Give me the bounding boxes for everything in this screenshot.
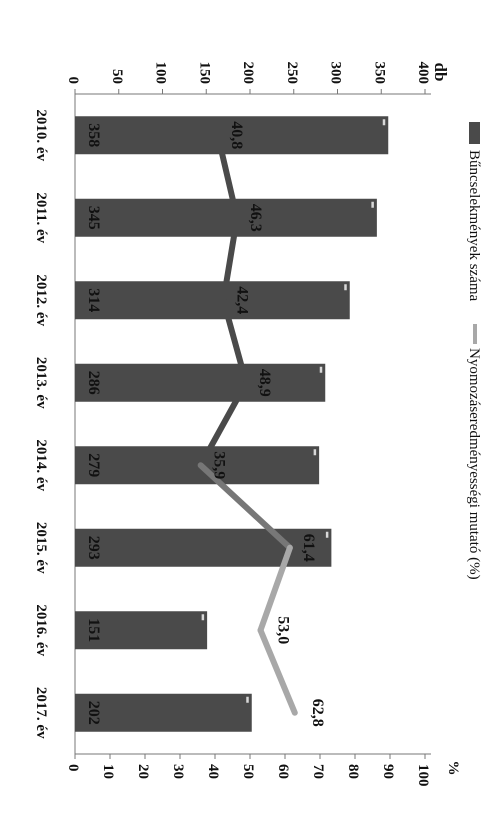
right-tick-label: 20 — [135, 764, 151, 779]
bar-highlight — [344, 284, 347, 291]
bar-value-label: 286 — [85, 371, 102, 395]
line-segment — [257, 627, 298, 716]
bar-value-label: 293 — [85, 536, 102, 560]
bar — [75, 693, 252, 732]
right-tick-label: 100 — [415, 764, 431, 787]
left-tick-label: 50 — [109, 69, 125, 84]
line-segment — [197, 379, 250, 469]
bar-highlight — [325, 531, 329, 538]
line-value-label: 62,8 — [309, 699, 326, 727]
line-value-label: 35,9 — [211, 451, 228, 479]
legend-swatch-bars — [469, 122, 480, 144]
left-tick-label: 300 — [328, 62, 344, 85]
category-label: 2015. év — [33, 522, 49, 574]
bar — [75, 446, 320, 485]
bar-value-label: 151 — [85, 618, 102, 642]
line-value-label: 46,3 — [247, 204, 264, 232]
left-tick-label: 200 — [240, 62, 256, 85]
category-label: 2016. év — [33, 604, 49, 656]
line-value-label: 61,4 — [300, 534, 317, 562]
line-segment — [220, 214, 241, 304]
line-segment — [197, 462, 293, 551]
right-tick-label: 60 — [275, 764, 291, 779]
bar — [75, 116, 389, 155]
category-label: 2014. év — [33, 439, 49, 491]
bar-value-label: 202 — [85, 701, 102, 725]
bar — [75, 528, 332, 567]
category-label: 2012. év — [33, 274, 49, 326]
bar — [75, 363, 326, 402]
left-tick-label: 100 — [153, 62, 169, 85]
bar-highlight — [371, 201, 374, 208]
left-tick-label: 150 — [196, 62, 212, 85]
line-segment — [257, 544, 293, 634]
bar-highlight — [382, 119, 386, 126]
bar — [75, 281, 350, 320]
bar-highlight — [319, 366, 323, 373]
right-tick-label: 50 — [240, 764, 256, 779]
right-tick-label: 0 — [65, 764, 81, 772]
line-value-label: 48,9 — [256, 369, 273, 397]
right-tick-label: 90 — [380, 764, 396, 779]
category-label: 2017. év — [33, 687, 49, 739]
left-tick-label: 250 — [284, 62, 300, 85]
right-tick-label: 70 — [310, 764, 326, 779]
bar — [75, 611, 208, 650]
line-value-label: 42,4 — [233, 286, 250, 314]
line-segment — [214, 132, 241, 221]
bar — [75, 198, 377, 237]
line-value-label: 53,0 — [275, 616, 292, 644]
right-tick-label: 10 — [100, 764, 116, 779]
category-label: 2010. év — [33, 109, 49, 161]
left-tick-label: 400 — [415, 62, 431, 85]
bar-value-label: 345 — [85, 206, 102, 230]
bar-highlight — [201, 614, 205, 621]
right-tick-label: 30 — [170, 764, 186, 779]
bar-highlight — [246, 696, 249, 703]
right-tick-label: 40 — [205, 764, 221, 779]
legend-label-line: Nyomozáseredményességi mutató (%) — [466, 348, 482, 580]
category-label: 2013. év — [33, 357, 49, 409]
bar-value-label: 314 — [85, 288, 102, 312]
rotated-plot: 0 50 100 150 200 250 300 350 400 db 0 10 20 30 40 50 60 7… — [33, 62, 482, 787]
bar-value-label: 358 — [85, 123, 102, 147]
left-tick-label: 350 — [371, 62, 387, 85]
bar-highlight — [313, 449, 317, 456]
bar-value-label: 279 — [85, 453, 102, 477]
category-label: 2011. év — [33, 192, 49, 243]
line-value-label: 40,8 — [228, 121, 245, 149]
left-tick-label: 0 — [65, 77, 81, 85]
right-axis-unit: % — [445, 761, 461, 776]
left-axis-unit: db — [431, 63, 450, 82]
legend-label-bars: Bűncselekmények száma — [466, 150, 482, 302]
right-tick-label: 80 — [345, 764, 361, 779]
line-segment — [220, 297, 250, 386]
